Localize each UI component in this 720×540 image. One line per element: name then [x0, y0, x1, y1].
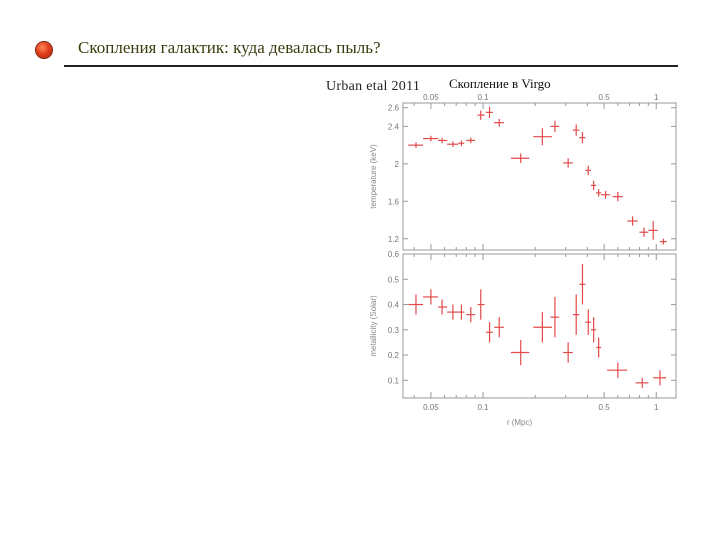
x-tick-label-top: 1 — [654, 93, 659, 102]
data-point — [585, 165, 592, 176]
y-tick-label: 0.2 — [388, 351, 400, 360]
data-point — [601, 191, 610, 199]
data-point — [458, 140, 465, 147]
panel-metallicity: 0.05 0.1 0.5 1 0.1 0.2 0.3 0.4 0.5 0.6 metallicity… — [369, 250, 677, 427]
data-point — [486, 106, 493, 118]
x-axis-label: r (Mpc) — [507, 418, 533, 427]
data-point — [494, 118, 504, 127]
data-point — [511, 153, 530, 163]
data-point — [477, 110, 485, 120]
data-point — [438, 137, 448, 144]
y-tick-label: 1.6 — [388, 197, 400, 206]
y-tick-label: 2.4 — [388, 122, 400, 131]
data-point — [585, 309, 592, 335]
data-point — [572, 294, 580, 335]
data-point — [408, 142, 423, 148]
data-point — [607, 362, 628, 378]
data-point — [591, 317, 597, 343]
data-point — [494, 317, 504, 338]
y-tick-label: 0.1 — [388, 376, 400, 385]
plot-frame — [402, 102, 677, 251]
panel-temperature: 0.05 0.1 0.5 1 1.2 1.6 2 2.4 2.6 temperature (keV… — [369, 93, 677, 251]
plot-frame — [402, 253, 677, 399]
y-tick-label: 1.2 — [388, 235, 400, 244]
data-point — [486, 322, 493, 343]
data-point — [596, 189, 602, 197]
y-tick-label: 2 — [395, 160, 400, 169]
data-point — [533, 128, 552, 146]
data-point — [422, 289, 439, 305]
data-point — [572, 124, 580, 136]
y-axis-label: metallicity (Solar) — [369, 295, 378, 357]
y-tick-label: 2.6 — [388, 104, 400, 113]
data-point — [550, 296, 560, 338]
y-axis-label: temperature (keV) — [369, 144, 378, 209]
y-tick-label: 0.6 — [388, 250, 400, 259]
data-point — [477, 289, 485, 320]
x-tick-label: 1 — [654, 403, 659, 412]
data-point — [579, 132, 586, 144]
data-point — [511, 339, 530, 366]
data-point — [422, 135, 439, 142]
data-point — [653, 370, 667, 386]
data-point — [438, 299, 448, 315]
data-point — [627, 216, 638, 226]
data-point — [447, 304, 459, 320]
data-point — [563, 342, 573, 363]
data-point — [648, 220, 658, 240]
y-tick-label: 0.5 — [388, 275, 400, 284]
data-point — [591, 180, 597, 191]
data-point — [466, 307, 476, 323]
x-tick-label-top: 0.05 — [423, 93, 439, 102]
data-point — [596, 337, 602, 358]
data-point — [458, 304, 465, 320]
x-tick-label: 0.5 — [599, 403, 611, 412]
x-tick-label: 0.1 — [477, 403, 489, 412]
data-point — [579, 264, 586, 305]
data-point — [533, 312, 552, 343]
citation-text: Urban etal 2011 — [326, 79, 421, 94]
data-point — [612, 191, 623, 202]
data-point — [466, 137, 476, 144]
title-divider — [64, 65, 678, 67]
data-point — [659, 238, 667, 245]
y-tick-label: 0.4 — [388, 301, 400, 310]
x-tick-label-top: 0.1 — [477, 93, 489, 102]
data-point — [639, 227, 649, 237]
y-tick-label: 0.3 — [388, 326, 400, 335]
data-point — [635, 377, 649, 388]
x-tick-label: 0.05 — [423, 403, 439, 412]
x-tick-label-top: 0.5 — [599, 93, 611, 102]
virgo-profile-figure: 0.05 0.1 0.5 1 1.2 1.6 2 2.4 2.6 temperature (keV… — [369, 93, 677, 427]
data-point — [563, 158, 573, 168]
slide-title: Скопления галактик: куда девалась пыль? — [78, 38, 381, 57]
data-point — [550, 120, 560, 133]
bullet-icon — [36, 42, 52, 58]
data-point — [447, 141, 459, 148]
data-point — [408, 294, 423, 315]
cluster-label: Скопление в Virgo — [449, 76, 551, 91]
